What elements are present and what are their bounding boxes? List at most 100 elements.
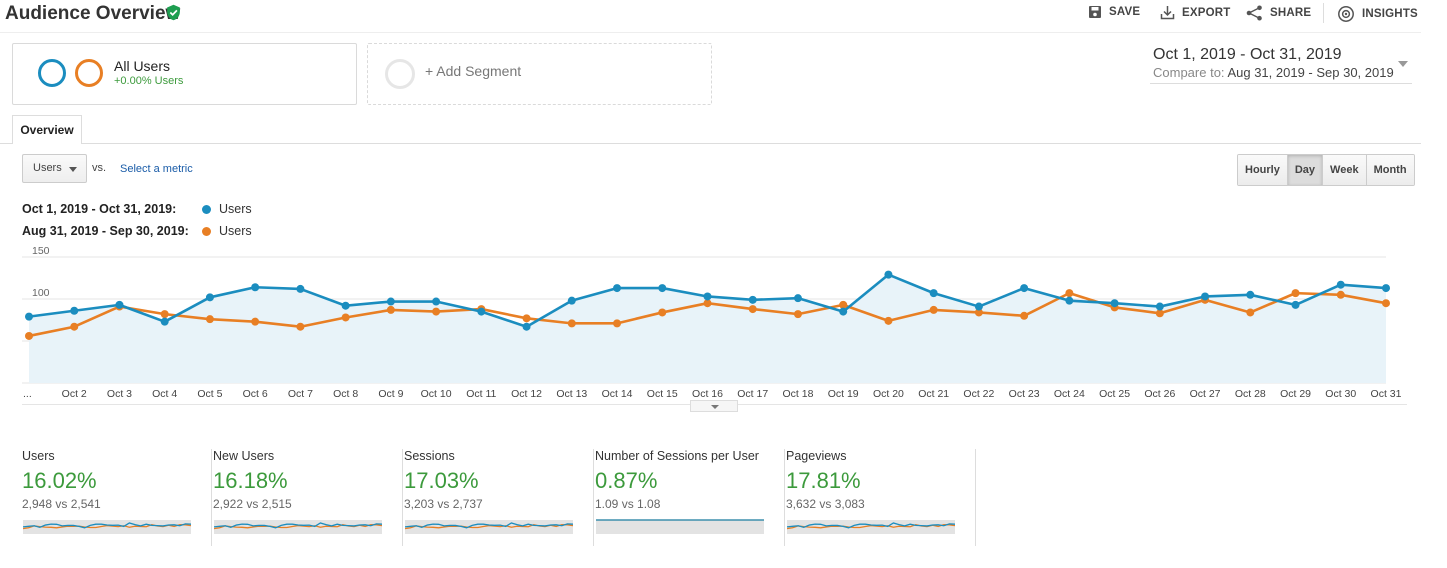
add-segment-button[interactable] <box>367 43 712 105</box>
legend-previous-series: Users <box>202 224 252 238</box>
data-point-previous <box>522 314 531 323</box>
data-point-previous <box>974 308 983 317</box>
x-tick-label: Oct 11 <box>466 388 496 400</box>
data-point-current <box>613 284 622 293</box>
data-point-current <box>974 302 983 311</box>
sparkline-series <box>787 522 955 529</box>
segment-card-all-users[interactable] <box>12 43 357 105</box>
scorecard-percent: 17.03% <box>404 468 479 493</box>
scorecard[interactable]: Sessions 17.03% 3,203 vs 2,737 <box>404 449 594 546</box>
share-icon <box>1246 5 1262 21</box>
data-point-current <box>1065 296 1074 305</box>
data-point-previous <box>341 313 350 322</box>
data-point-current <box>25 312 33 321</box>
x-tick-label: Oct 24 <box>1054 388 1085 400</box>
data-point-previous <box>1291 289 1300 298</box>
data-point-current <box>477 307 486 316</box>
date-range-picker[interactable]: Oct 1, 2019 - Oct 31, 2019 <box>1153 46 1342 63</box>
data-point-current <box>1246 290 1255 299</box>
y-tick-label: 150 <box>32 245 50 257</box>
scorecard[interactable]: Number of Sessions per User 0.87% 1.09 vs … <box>595 449 785 546</box>
data-point-current <box>929 289 938 298</box>
data-point-previous <box>748 305 757 314</box>
date-compare: Compare to: Aug 31, 2019 - Sep 30, 2019 <box>1153 65 1394 80</box>
data-point-previous <box>884 316 893 325</box>
data-point-previous <box>160 310 169 319</box>
scorecard[interactable]: New Users 16.18% 2,922 vs 2,515 <box>213 449 403 546</box>
legend-current-range: Oct 1, 2019 - Oct 31, 2019: <box>22 202 177 216</box>
scorecard-sparkline <box>405 520 573 534</box>
data-point-current <box>1020 284 1029 293</box>
x-tick-label: Oct 22 <box>963 388 994 400</box>
data-point-previous <box>70 322 79 331</box>
data-point-previous <box>386 305 395 314</box>
data-point-current <box>115 300 124 309</box>
data-point-current <box>70 306 79 315</box>
data-point-previous <box>296 322 305 331</box>
scorecard-comparison: 3,203 vs 2,737 <box>404 497 483 511</box>
sparkline-series <box>214 522 382 529</box>
save-icon <box>1089 6 1101 18</box>
date-range-underline <box>1150 83 1412 84</box>
share-label: SHARE <box>1270 7 1312 19</box>
metric-dropdown[interactable]: Users <box>22 154 87 183</box>
export-button[interactable]: EXPORT <box>1160 5 1231 20</box>
scorecard-percent: 0.87% <box>595 468 658 493</box>
data-point-current <box>748 295 757 304</box>
legend-current-label: Users <box>219 202 252 216</box>
share-button[interactable]: SHARE <box>1246 5 1311 21</box>
insights-label: INSIGHTS <box>1362 8 1418 20</box>
data-point-previous <box>1020 311 1029 320</box>
sparkline-area <box>214 520 382 534</box>
scorecard-sparkline <box>596 519 764 534</box>
data-point-current <box>1291 300 1300 309</box>
scorecard-label: Number of Sessions per User <box>595 449 759 463</box>
segment-current-circle-icon <box>38 59 66 87</box>
granularity-day-button[interactable]: Day <box>1286 155 1323 185</box>
data-point-current <box>1155 302 1164 311</box>
data-point-current <box>839 307 848 316</box>
x-tick-label: Oct 10 <box>421 388 452 400</box>
scorecard[interactable]: Users 16.02% 2,948 vs 2,541 <box>22 449 212 546</box>
granularity-toggle: Hourly Day Week Month <box>1237 154 1415 186</box>
scorecard-sparkline <box>214 520 382 534</box>
x-tick-label: Oct 13 <box>556 388 587 400</box>
insights-button[interactable]: INSIGHTS <box>1337 5 1418 23</box>
x-tick-label: Oct 7 <box>288 388 313 400</box>
save-button[interactable]: SAVE <box>1088 5 1140 19</box>
data-point-previous <box>25 331 33 340</box>
tab-divider <box>0 143 1421 144</box>
scorecard-comparison: 2,922 vs 2,515 <box>213 497 292 511</box>
segment-previous-circle-icon <box>75 59 103 87</box>
scorecard[interactable]: Pageviews 17.81% 3,632 vs 3,083 <box>786 449 976 546</box>
users-area-fill <box>29 274 1386 383</box>
x-tick-label: Oct 9 <box>378 388 403 400</box>
scorecard-label: Sessions <box>404 449 455 463</box>
x-tick-label: Oct 29 <box>1280 388 1311 400</box>
chart-collapse-handle[interactable] <box>690 400 738 412</box>
scorecard-label: Pageviews <box>786 449 847 463</box>
save-label: SAVE <box>1109 6 1141 18</box>
data-point-previous <box>1336 290 1345 299</box>
data-point-previous <box>839 300 848 309</box>
granularity-month-button[interactable]: Month <box>1365 155 1414 185</box>
legend-previous-dot-icon <box>202 227 211 237</box>
data-point-current <box>341 301 350 310</box>
select-metric-link[interactable]: Select a metric <box>120 163 193 175</box>
add-segment-circle-icon <box>385 59 415 89</box>
tab-overview[interactable]: Overview <box>12 115 82 144</box>
insights-icon <box>1338 6 1354 22</box>
data-point-current <box>1336 280 1345 289</box>
data-point-previous <box>1065 289 1074 298</box>
x-tick-label: Oct 21 <box>918 388 949 400</box>
data-point-previous <box>658 308 667 317</box>
data-point-previous <box>1246 308 1255 317</box>
granularity-hourly-button[interactable]: Hourly <box>1238 155 1287 185</box>
granularity-week-button[interactable]: Week <box>1322 155 1366 185</box>
chevron-down-icon[interactable] <box>1398 61 1408 67</box>
data-point-current <box>1201 292 1210 301</box>
x-tick-label: Oct 17 <box>737 388 768 400</box>
data-point-previous <box>251 317 260 326</box>
data-point-current <box>432 297 441 306</box>
